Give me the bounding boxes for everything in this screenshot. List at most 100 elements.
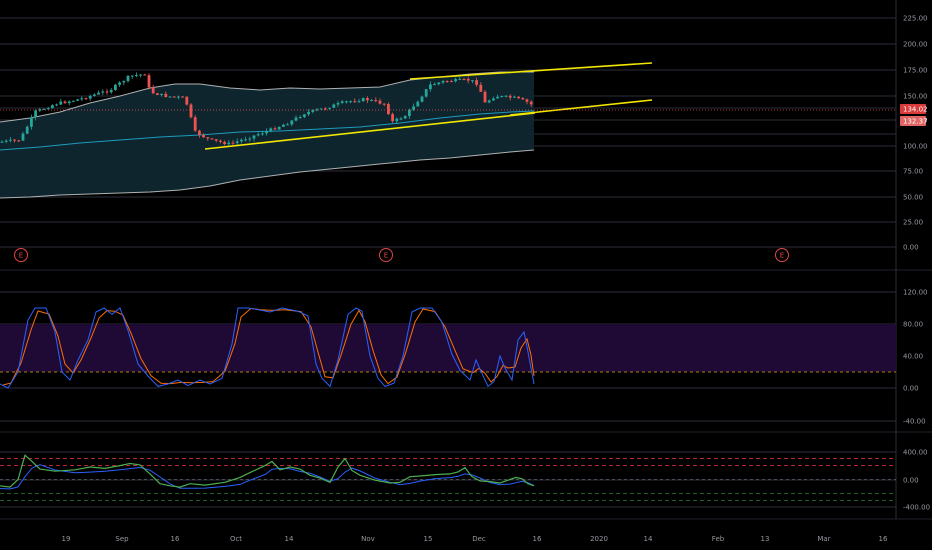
price-axis-label: 0.00 xyxy=(903,244,919,252)
moving-average-line xyxy=(0,110,535,151)
price-tag: 134.02 xyxy=(900,104,928,114)
candle-body xyxy=(181,96,184,98)
candle-body xyxy=(63,101,67,104)
candle-body xyxy=(311,109,315,112)
time-axis-label: Oct xyxy=(230,535,242,543)
candle-body xyxy=(294,117,298,121)
time-axis-label: Feb xyxy=(712,535,725,543)
earnings-label: E xyxy=(384,252,388,260)
time-axis-label: 14 xyxy=(285,535,294,543)
candle-body xyxy=(303,114,306,118)
candle-body xyxy=(429,84,432,90)
candle-body xyxy=(67,101,71,104)
candle-body xyxy=(193,117,197,131)
candle-body xyxy=(206,137,210,139)
candle-body xyxy=(168,96,172,98)
candle-body xyxy=(202,135,205,138)
candle-body xyxy=(88,95,92,99)
oscillator-main-line xyxy=(0,454,535,488)
price-tag-bg xyxy=(900,104,926,114)
price-axis-label: 50.00 xyxy=(903,194,923,202)
candle-body xyxy=(114,84,117,90)
candle-body xyxy=(4,140,8,142)
candle-body xyxy=(508,95,512,98)
candle-body xyxy=(450,81,453,83)
earnings-circle xyxy=(14,248,28,262)
candle-body xyxy=(466,79,470,81)
stochastic-d-line xyxy=(2,307,535,386)
candle-body xyxy=(80,98,84,100)
candle-body xyxy=(101,91,105,93)
candle-body xyxy=(282,124,285,127)
candle-body xyxy=(332,104,336,108)
earnings-circle xyxy=(775,248,789,262)
candle-body xyxy=(500,95,504,97)
trendline-upper[interactable] xyxy=(409,62,653,80)
candle-body xyxy=(336,102,340,105)
candle-body xyxy=(504,95,508,97)
oscillator-pane[interactable] xyxy=(0,454,896,501)
stochastic-pane[interactable] xyxy=(0,307,896,389)
candle-body xyxy=(93,94,96,96)
candle-body xyxy=(391,114,394,122)
stochastic-band-fill xyxy=(0,324,896,372)
price-tag-value: 132.37 xyxy=(903,118,928,126)
candle-body xyxy=(349,101,352,103)
candle-body xyxy=(51,105,54,109)
candle-body xyxy=(252,135,256,139)
candle-body xyxy=(256,134,260,136)
earnings-label: E xyxy=(19,252,23,260)
candle-body xyxy=(345,101,348,103)
osc-axis-label: 0.00 xyxy=(903,477,919,485)
candle-body xyxy=(198,130,201,136)
earnings-marker[interactable]: E xyxy=(14,248,28,262)
earnings-marker[interactable]: E xyxy=(775,248,789,262)
stoch-axis-label: 0.00 xyxy=(903,385,919,393)
candle-body xyxy=(462,78,466,80)
candle-body xyxy=(0,141,4,143)
time-axis[interactable]: 19 Sep 16 Oct 14 Nov 15 Dec 16 2020 14 Feb 13 Mar 16 xyxy=(62,535,888,543)
candle-body xyxy=(139,74,142,76)
candle-body xyxy=(59,101,63,105)
stoch-axis-label: -40.00 xyxy=(903,418,926,426)
time-axis-label: 16 xyxy=(879,535,888,543)
candle-body xyxy=(34,110,37,118)
candle-body xyxy=(273,128,277,130)
candle-body xyxy=(378,100,382,104)
earnings-label: E xyxy=(780,252,784,260)
oscillator-level-lines xyxy=(0,458,896,501)
candle-body xyxy=(72,100,75,102)
candle-body xyxy=(471,80,474,82)
candle-body xyxy=(315,109,319,111)
time-axis-label: Dec xyxy=(472,535,486,543)
candle-body xyxy=(521,98,525,100)
earnings-marker[interactable]: E xyxy=(379,248,393,262)
price-axis-label: 200.00 xyxy=(903,41,928,49)
candle-body xyxy=(76,99,79,101)
candle-body xyxy=(387,104,390,115)
candle-body xyxy=(214,139,218,141)
candle-body xyxy=(151,87,155,94)
candle-body xyxy=(340,101,344,103)
price-axis-label: 175.00 xyxy=(903,67,928,75)
price-tag: 132.37 xyxy=(900,116,928,126)
trendline-support[interactable] xyxy=(204,112,536,150)
bollinger-lower-line xyxy=(0,149,535,199)
candle-body xyxy=(265,131,268,134)
stoch-axis-label: 80.00 xyxy=(903,321,923,329)
price-pane[interactable] xyxy=(0,62,896,199)
price-axis-label: 100.00 xyxy=(903,143,928,151)
candle-body xyxy=(172,96,176,98)
candle-body xyxy=(475,80,478,85)
candle-body xyxy=(109,89,113,93)
candle-body xyxy=(185,96,189,105)
candle-body xyxy=(412,106,415,110)
candle-body xyxy=(46,108,50,110)
price-axis[interactable]: 225.00200.00175.00150.00125.00100.0075.0… xyxy=(903,15,930,512)
candle-body xyxy=(219,140,222,142)
candlestick-series xyxy=(0,72,533,147)
candle-body xyxy=(130,75,134,77)
candle-body xyxy=(441,80,445,83)
